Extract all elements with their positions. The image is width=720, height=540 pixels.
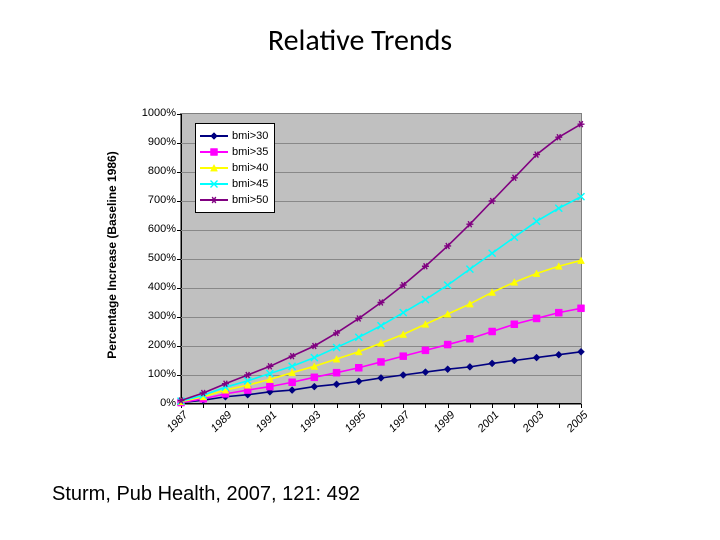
x-tick-mark	[248, 404, 249, 408]
x-tick-mark	[337, 404, 338, 408]
x-tick-label: 1995	[342, 409, 368, 435]
x-tick-mark	[270, 404, 271, 408]
x-tick-mark	[514, 404, 515, 408]
y-tick-label: 200%	[128, 339, 176, 351]
y-tick-label: 0%	[128, 397, 176, 409]
plot-area: bmi>30 bmi>35 bmi>40 bmi>45 bmi>50	[180, 113, 582, 405]
x-tick-mark	[203, 404, 204, 408]
y-tick-label: 300%	[128, 310, 176, 322]
y-tick-label: 100%	[128, 368, 176, 380]
x-tick-mark	[559, 404, 560, 408]
legend-label: bmi>40	[232, 162, 268, 174]
legend: bmi>30 bmi>35 bmi>40 bmi>45 bmi>50	[195, 123, 275, 213]
x-tick-mark	[492, 404, 493, 408]
legend-swatch	[200, 178, 228, 190]
slide: { "title": "Relative Trends", "citation"…	[0, 0, 720, 540]
y-axis-label: Percentage Increase (Baseline 1986)	[105, 151, 119, 358]
legend-label: bmi>45	[232, 178, 268, 190]
legend-row: bmi>50	[200, 192, 268, 208]
x-tick-label: 2001	[476, 409, 502, 435]
y-tick-label: 600%	[128, 223, 176, 235]
y-tick-label: 400%	[128, 281, 176, 293]
x-tick-label: 2005	[565, 409, 591, 435]
x-tick-mark	[448, 404, 449, 408]
legend-label: bmi>50	[232, 194, 268, 206]
legend-row: bmi>45	[200, 176, 268, 192]
x-tick-mark	[292, 404, 293, 408]
y-tick-label: 800%	[128, 165, 176, 177]
x-tick-mark	[314, 404, 315, 408]
y-tick-label: 700%	[128, 194, 176, 206]
x-tick-label: 1989	[209, 409, 235, 435]
legend-row: bmi>30	[200, 128, 268, 144]
x-tick-mark	[403, 404, 404, 408]
x-tick-mark	[381, 404, 382, 408]
x-tick-mark	[425, 404, 426, 408]
x-tick-mark	[537, 404, 538, 408]
x-tick-mark	[470, 404, 471, 408]
x-tick-mark	[359, 404, 360, 408]
legend-swatch	[200, 162, 228, 174]
chart: Percentage Increase (Baseline 1986) bmi>…	[120, 105, 580, 445]
legend-swatch	[200, 146, 228, 158]
x-tick-label: 1993	[298, 409, 324, 435]
x-tick-label: 1997	[387, 409, 413, 435]
x-tick-mark	[225, 404, 226, 408]
x-tick-label: 1999	[431, 409, 457, 435]
x-tick-label: 1991	[254, 409, 280, 435]
legend-label: bmi>30	[232, 130, 268, 142]
x-tick-label: 1987	[165, 409, 191, 435]
citation: Sturm, Pub Health, 2007, 121: 492	[52, 483, 360, 506]
legend-row: bmi>35	[200, 144, 268, 160]
legend-label: bmi>35	[232, 146, 268, 158]
page-title: Relative Trends	[0, 22, 720, 59]
x-tick-label: 2003	[520, 409, 546, 435]
x-tick-mark	[581, 404, 582, 408]
y-tick-label: 500%	[128, 252, 176, 264]
y-tick-label: 900%	[128, 136, 176, 148]
legend-row: bmi>40	[200, 160, 268, 176]
y-tick-label: 1000%	[128, 107, 176, 119]
legend-swatch	[200, 130, 228, 142]
legend-swatch	[200, 194, 228, 206]
